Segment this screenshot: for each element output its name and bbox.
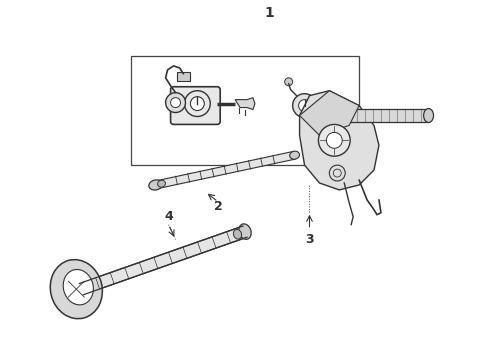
Polygon shape bbox=[317, 98, 334, 109]
Bar bbox=[131, 56, 359, 165]
Text: 3: 3 bbox=[305, 233, 314, 246]
Ellipse shape bbox=[149, 180, 163, 190]
Circle shape bbox=[191, 96, 204, 111]
Polygon shape bbox=[79, 226, 247, 295]
Ellipse shape bbox=[239, 224, 251, 239]
Ellipse shape bbox=[63, 270, 94, 305]
Text: 4: 4 bbox=[164, 210, 173, 223]
Ellipse shape bbox=[233, 229, 242, 239]
Ellipse shape bbox=[290, 151, 299, 159]
FancyBboxPatch shape bbox=[171, 87, 220, 125]
Polygon shape bbox=[299, 91, 379, 190]
Circle shape bbox=[326, 132, 342, 148]
Ellipse shape bbox=[424, 109, 434, 122]
Ellipse shape bbox=[158, 180, 166, 187]
Circle shape bbox=[285, 78, 293, 86]
Ellipse shape bbox=[50, 260, 102, 319]
Text: 2: 2 bbox=[214, 200, 222, 213]
Polygon shape bbox=[299, 91, 359, 135]
Circle shape bbox=[318, 125, 350, 156]
Circle shape bbox=[166, 93, 185, 113]
Circle shape bbox=[171, 98, 180, 108]
Polygon shape bbox=[235, 98, 255, 109]
Text: 1: 1 bbox=[265, 6, 275, 20]
Polygon shape bbox=[155, 151, 295, 189]
Circle shape bbox=[298, 100, 311, 112]
Polygon shape bbox=[349, 109, 429, 122]
Circle shape bbox=[293, 94, 317, 117]
Bar bbox=[176, 72, 191, 81]
